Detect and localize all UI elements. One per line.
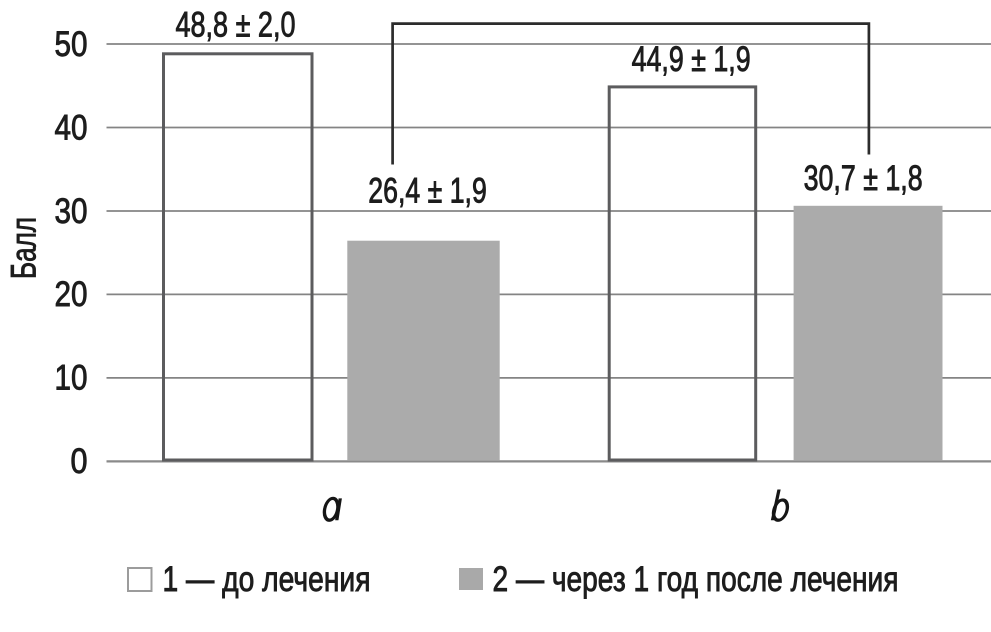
svg-text:50: 50 <box>55 25 88 64</box>
svg-text:30,7 ± 1,8: 30,7 ± 1,8 <box>804 159 923 198</box>
svg-text:20: 20 <box>55 275 88 314</box>
svg-text:26,4 ± 1,9: 26,4 ± 1,9 <box>368 171 487 210</box>
svg-text:30: 30 <box>55 192 88 231</box>
svg-text:1 — до лечения: 1 — до лечения <box>163 560 371 599</box>
svg-text:44,9 ± 1,9: 44,9 ± 1,9 <box>632 40 751 79</box>
svg-text:Балл: Балл <box>5 217 44 279</box>
svg-text:0: 0 <box>71 442 88 481</box>
svg-text:48,8 ± 2,0: 48,8 ± 2,0 <box>176 6 296 45</box>
svg-text:40: 40 <box>55 108 88 147</box>
svg-text:2 — через 1 год после лечения: 2 — через 1 год после лечения <box>493 560 899 599</box>
svg-text:10: 10 <box>55 359 88 398</box>
